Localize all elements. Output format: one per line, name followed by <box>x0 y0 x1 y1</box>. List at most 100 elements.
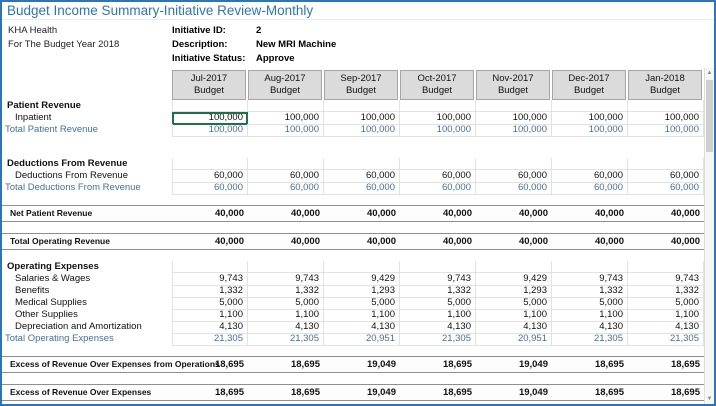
value-cell[interactable]: 18,695 <box>670 387 700 398</box>
value-cell[interactable]: 21,305 <box>172 333 248 346</box>
value-cell[interactable]: 19,049 <box>366 387 396 398</box>
value-cell[interactable] <box>400 158 476 170</box>
value-cell[interactable]: 4,130 <box>476 321 552 334</box>
value-cell[interactable]: 60,000 <box>324 170 400 183</box>
value-cell[interactable]: 1,332 <box>552 285 628 298</box>
value-cell[interactable]: 4,130 <box>172 321 248 334</box>
value-cell[interactable]: 4,130 <box>628 321 704 334</box>
value-cell[interactable]: 40,000 <box>366 236 396 247</box>
value-cell[interactable]: 4,130 <box>248 321 324 334</box>
value-cell[interactable]: 60,000 <box>400 170 476 183</box>
value-cell[interactable]: 5,000 <box>324 297 400 310</box>
value-cell[interactable] <box>248 261 324 273</box>
value-cell[interactable]: 100,000 <box>476 124 552 137</box>
value-cell[interactable]: 40,000 <box>366 208 396 219</box>
selected-cell[interactable]: 100,000 <box>172 112 248 125</box>
value-cell[interactable]: 18,695 <box>290 387 320 398</box>
value-cell[interactable] <box>476 261 552 273</box>
value-cell[interactable]: 40,000 <box>594 208 624 219</box>
value-cell[interactable]: 1,100 <box>628 309 704 322</box>
value-cell[interactable]: 40,000 <box>442 236 472 247</box>
value-cell[interactable]: 18,695 <box>442 387 472 398</box>
value-cell[interactable]: 60,000 <box>172 182 248 195</box>
value-cell[interactable]: 18,695 <box>594 359 624 370</box>
value-cell[interactable] <box>248 100 324 112</box>
value-cell[interactable]: 21,305 <box>628 333 704 346</box>
vertical-scrollbar[interactable]: ▲ ▼ <box>704 68 714 404</box>
value-cell[interactable]: 9,429 <box>476 273 552 286</box>
value-cell[interactable]: 9,429 <box>324 273 400 286</box>
value-cell[interactable] <box>628 158 704 170</box>
value-cell[interactable] <box>400 261 476 273</box>
value-cell[interactable]: 100,000 <box>400 112 476 125</box>
value-cell[interactable]: 100,000 <box>552 112 628 125</box>
value-cell[interactable]: 5,000 <box>172 297 248 310</box>
value-cell[interactable]: 60,000 <box>476 170 552 183</box>
value-cell[interactable]: 40,000 <box>518 236 548 247</box>
value-cell[interactable]: 100,000 <box>248 124 324 137</box>
value-cell[interactable]: 100,000 <box>400 124 476 137</box>
value-cell[interactable]: 9,743 <box>628 273 704 286</box>
value-cell[interactable]: 4,130 <box>400 321 476 334</box>
value-cell[interactable] <box>552 158 628 170</box>
value-cell[interactable]: 19,049 <box>518 387 548 398</box>
value-cell[interactable] <box>552 261 628 273</box>
value-cell[interactable]: 40,000 <box>214 208 244 219</box>
value-cell[interactable]: 20,951 <box>476 333 552 346</box>
value-cell[interactable] <box>172 158 248 170</box>
value-cell[interactable]: 60,000 <box>476 182 552 195</box>
value-cell[interactable] <box>476 158 552 170</box>
value-cell[interactable]: 60,000 <box>248 170 324 183</box>
value-cell[interactable]: 1,332 <box>172 285 248 298</box>
value-cell[interactable]: 18,695 <box>214 387 244 398</box>
value-cell[interactable]: 9,743 <box>552 273 628 286</box>
value-cell[interactable]: 18,695 <box>290 359 320 370</box>
scroll-down-icon[interactable]: ▼ <box>706 396 713 402</box>
value-cell[interactable] <box>324 158 400 170</box>
value-cell[interactable]: 9,743 <box>172 273 248 286</box>
value-cell[interactable]: 4,130 <box>552 321 628 334</box>
value-cell[interactable]: 100,000 <box>324 112 400 125</box>
value-cell[interactable] <box>324 261 400 273</box>
value-cell[interactable] <box>476 100 552 112</box>
value-cell[interactable]: 5,000 <box>248 297 324 310</box>
value-cell[interactable]: 60,000 <box>248 182 324 195</box>
value-cell[interactable] <box>324 100 400 112</box>
value-cell[interactable]: 60,000 <box>552 170 628 183</box>
value-cell[interactable]: 40,000 <box>442 208 472 219</box>
value-cell[interactable]: 18,695 <box>594 387 624 398</box>
value-cell[interactable] <box>628 261 704 273</box>
value-cell[interactable] <box>628 100 704 112</box>
value-cell[interactable]: 40,000 <box>670 236 700 247</box>
value-cell[interactable]: 5,000 <box>476 297 552 310</box>
value-cell[interactable]: 18,695 <box>442 359 472 370</box>
value-cell[interactable]: 1,100 <box>552 309 628 322</box>
value-cell[interactable]: 1,100 <box>476 309 552 322</box>
value-cell[interactable] <box>172 100 248 112</box>
value-cell[interactable]: 40,000 <box>518 208 548 219</box>
value-cell[interactable]: 40,000 <box>594 236 624 247</box>
value-cell[interactable]: 1,332 <box>628 285 704 298</box>
value-cell[interactable]: 40,000 <box>290 208 320 219</box>
scrollbar-thumb[interactable] <box>706 80 713 152</box>
scroll-up-icon[interactable]: ▲ <box>706 70 713 76</box>
value-cell[interactable]: 40,000 <box>214 236 244 247</box>
value-cell[interactable]: 100,000 <box>324 124 400 137</box>
value-cell[interactable]: 1,293 <box>324 285 400 298</box>
value-cell[interactable]: 100,000 <box>476 112 552 125</box>
value-cell[interactable] <box>400 100 476 112</box>
value-cell[interactable]: 5,000 <box>628 297 704 310</box>
value-cell[interactable]: 5,000 <box>552 297 628 310</box>
value-cell[interactable]: 21,305 <box>248 333 324 346</box>
value-cell[interactable]: 1,100 <box>400 309 476 322</box>
value-cell[interactable]: 1,100 <box>248 309 324 322</box>
value-cell[interactable]: 9,743 <box>400 273 476 286</box>
value-cell[interactable]: 60,000 <box>552 182 628 195</box>
value-cell[interactable]: 21,305 <box>552 333 628 346</box>
value-cell[interactable]: 1,100 <box>172 309 248 322</box>
value-cell[interactable] <box>552 100 628 112</box>
value-cell[interactable]: 21,305 <box>400 333 476 346</box>
value-cell[interactable]: 1,332 <box>400 285 476 298</box>
value-cell[interactable]: 100,000 <box>248 112 324 125</box>
value-cell[interactable]: 5,000 <box>400 297 476 310</box>
